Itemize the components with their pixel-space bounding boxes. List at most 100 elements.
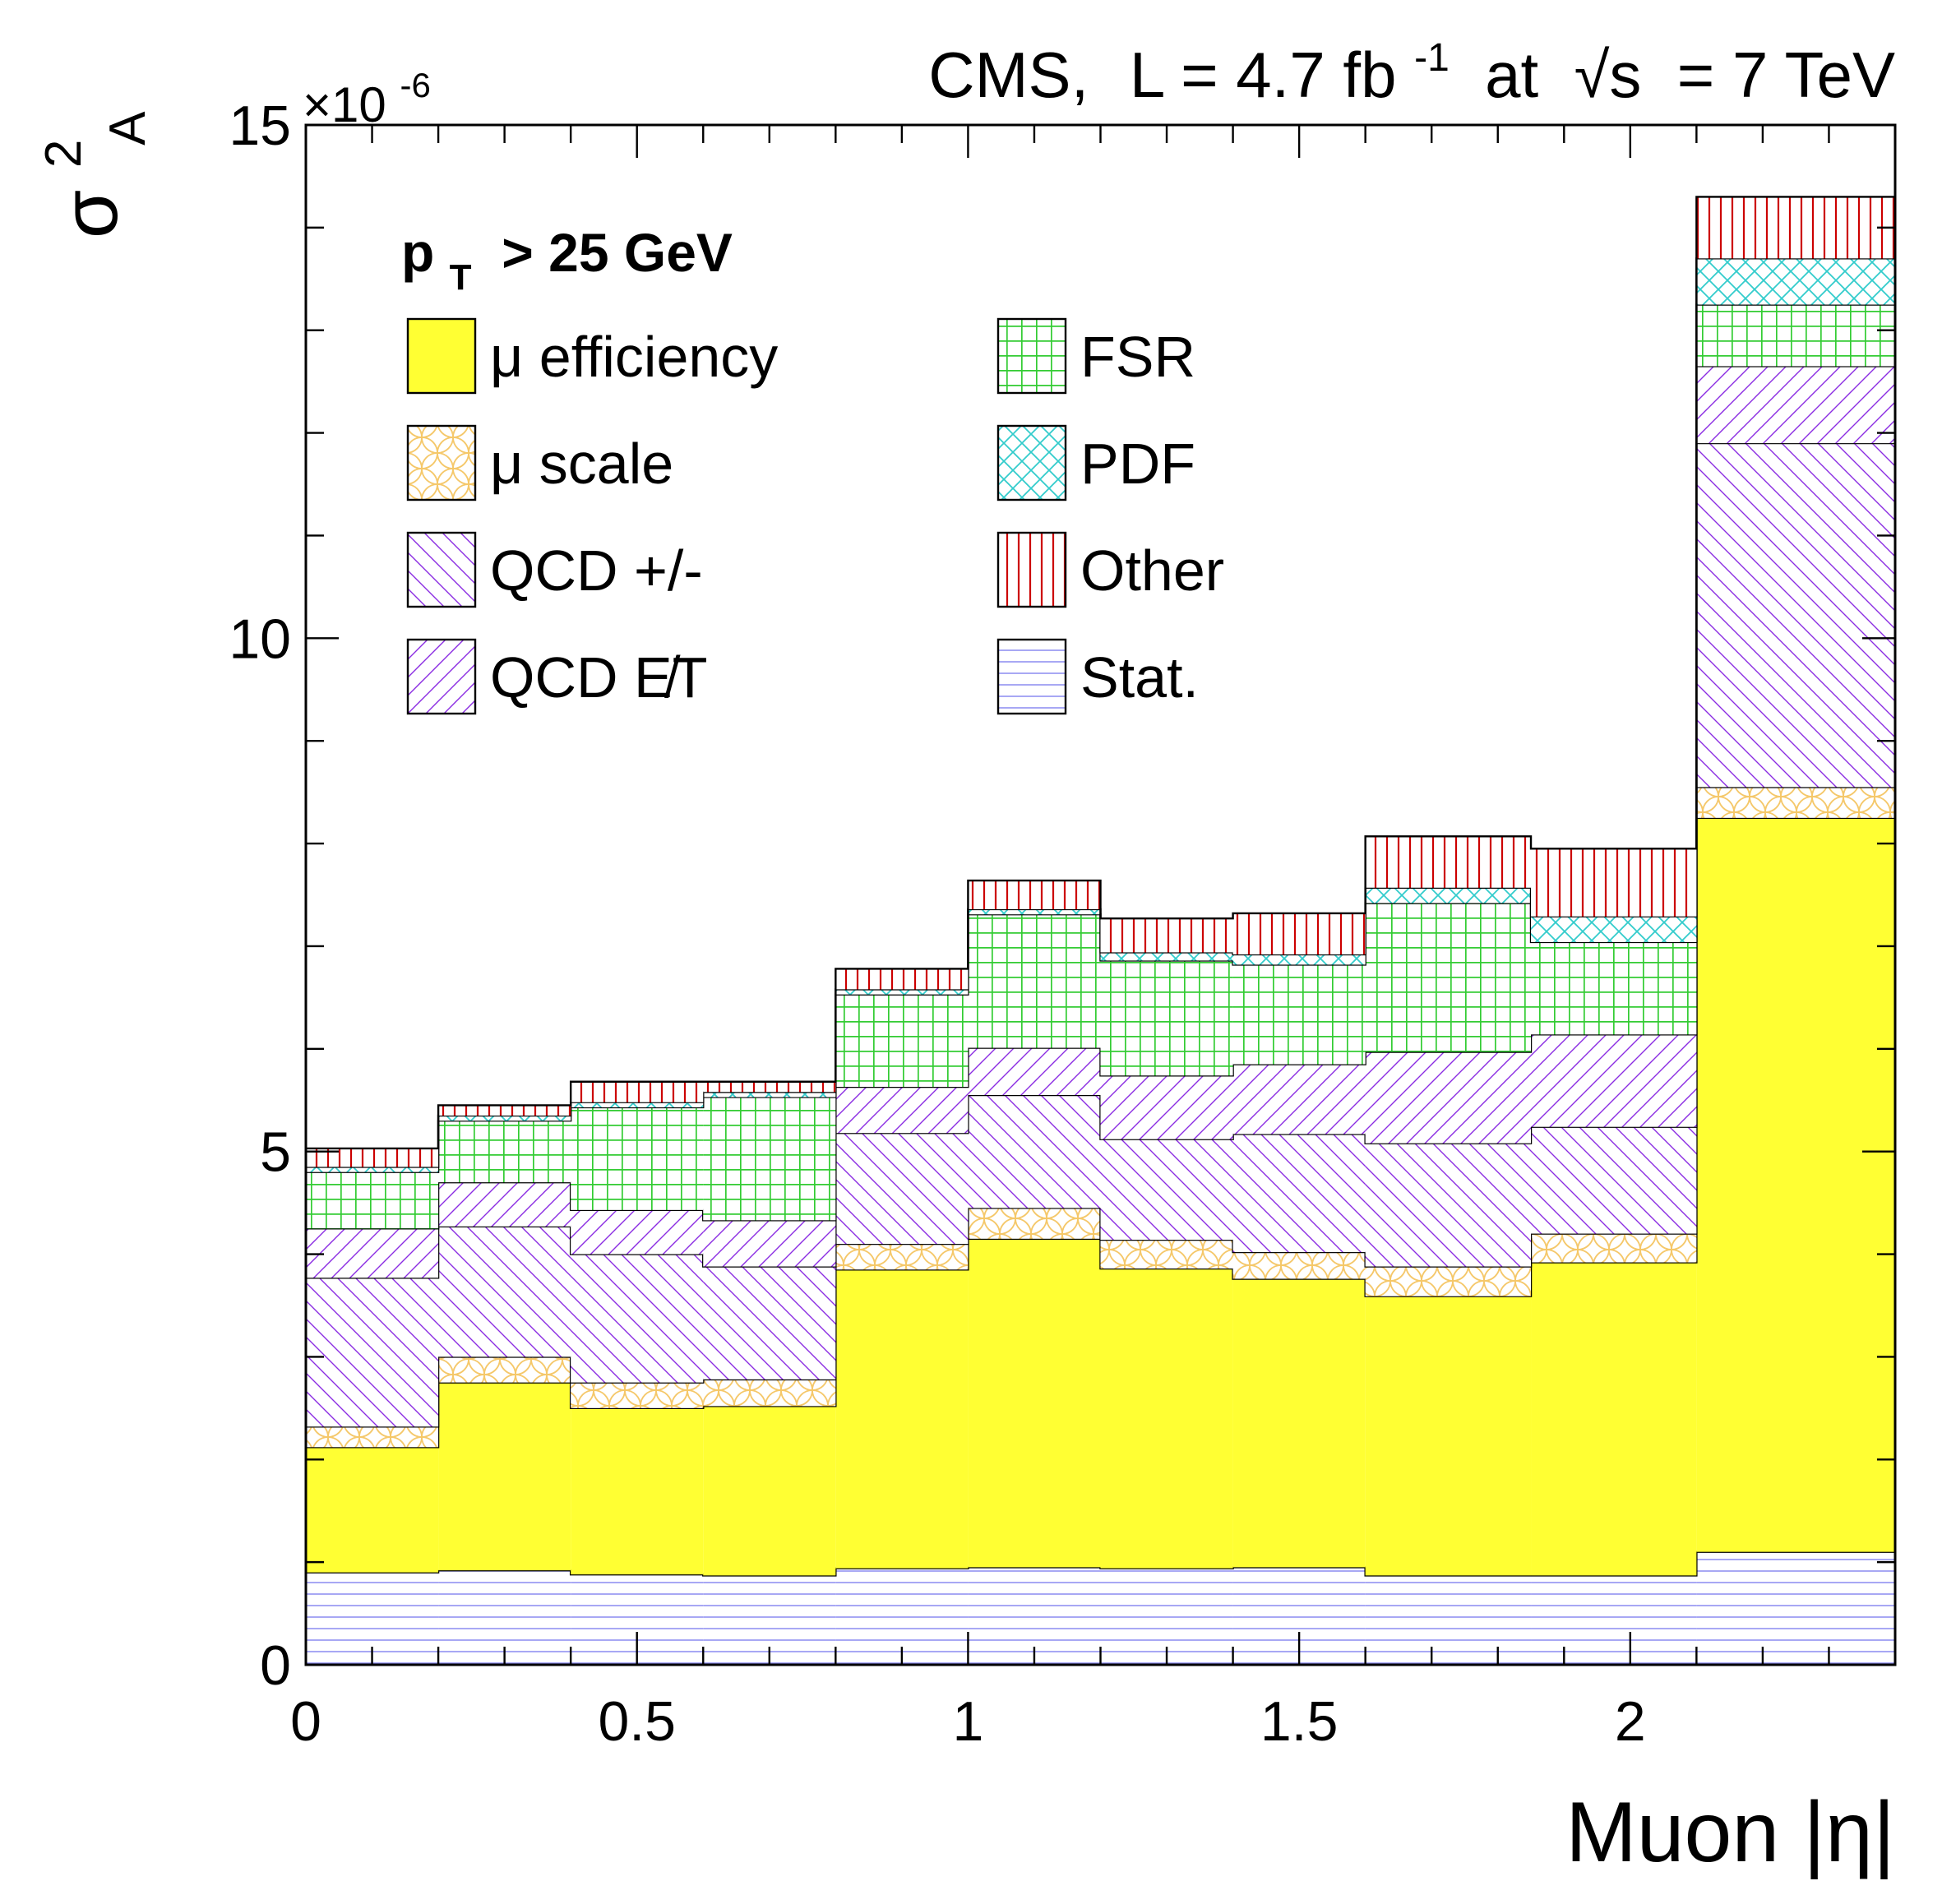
bar-fsr-bin-5 xyxy=(968,914,1101,1048)
bar-scale-bin-4 xyxy=(835,1244,969,1270)
legend-swatch-qcdmet xyxy=(406,638,477,715)
header-experiment: CMS, xyxy=(928,39,1089,111)
legend-entry-scale: μ scale xyxy=(406,424,673,501)
legend-swatch-fsr xyxy=(996,317,1067,395)
legend-label-pdf: PDF xyxy=(1080,432,1195,496)
series-pdf xyxy=(306,257,1895,1172)
x-tick-label: 0.5 xyxy=(598,1690,676,1753)
y-multiplier: ×10 -6 xyxy=(303,66,431,132)
bar-qcdmet-bin-5 xyxy=(968,1047,1101,1095)
y-tick-label: 5 xyxy=(260,1121,291,1184)
bar-scale-bin-9 xyxy=(1531,1233,1697,1263)
legend-swatch-other xyxy=(996,531,1067,608)
legend-swatch-qcdpm xyxy=(406,531,477,608)
legend-entry-eff: μ efficiency xyxy=(406,317,778,395)
legend-swatch-stat xyxy=(996,638,1067,715)
bar-pdf-bin-0 xyxy=(306,1167,439,1172)
bar-qcdmet-bin-4 xyxy=(835,1087,969,1134)
bar-pdf-bin-7 xyxy=(1232,954,1366,965)
bar-fsr-bin-2 xyxy=(571,1107,704,1210)
bar-eff-bin-10 xyxy=(1696,817,1895,1552)
bar-pdf-bin-6 xyxy=(1100,952,1233,961)
bar-eff-bin-5 xyxy=(968,1238,1101,1568)
legend-swatch-scale xyxy=(406,424,477,501)
bar-qcdpm-bin-9 xyxy=(1531,1126,1697,1234)
bar-qcdmet-bin-8 xyxy=(1365,1051,1532,1144)
bar-qcdmet-bin-9 xyxy=(1531,1034,1697,1127)
bar-fsr-bin-1 xyxy=(438,1121,571,1183)
bar-qcdmet-bin-0 xyxy=(306,1228,439,1278)
bar-pdf-bin-8 xyxy=(1365,887,1532,903)
legend-label-fsr: FSR xyxy=(1080,325,1195,389)
svg-text:σ 2 A: σ 2 A xyxy=(10,111,156,238)
bar-qcdpm-bin-2 xyxy=(571,1254,704,1383)
bar-scale-bin-10 xyxy=(1696,787,1895,818)
bar-qcdpm-bin-8 xyxy=(1365,1143,1532,1267)
bar-fsr-bin-0 xyxy=(306,1172,439,1229)
bar-eff-bin-7 xyxy=(1232,1278,1366,1568)
tick-labels: 0 5 10 15 0 0.5 1 1.5 2 xyxy=(229,95,1645,1753)
x-tick-label: 1 xyxy=(953,1690,984,1753)
bar-other-bin-9 xyxy=(1531,848,1697,917)
y-tick-label: 0 xyxy=(260,1634,291,1697)
legend-label-qcdpm: QCD +/- xyxy=(490,538,703,603)
bar-scale-bin-1 xyxy=(438,1356,571,1383)
series-qcdpm xyxy=(306,441,1895,1427)
series-other xyxy=(306,196,1895,1167)
legend-label-eff: μ efficiency xyxy=(490,325,778,389)
bar-eff-bin-3 xyxy=(703,1406,836,1576)
bar-qcdpm-bin-0 xyxy=(306,1278,439,1427)
legend-label-scale: μ scale xyxy=(490,432,673,496)
x-tick-label: 0 xyxy=(290,1690,321,1753)
bar-fsr-bin-6 xyxy=(1100,960,1233,1076)
header-energy: = 7 TeV xyxy=(1659,39,1895,111)
bar-fsr-bin-9 xyxy=(1531,941,1697,1035)
bar-fsr-bin-10 xyxy=(1696,304,1895,367)
y-axis-symbol: σ xyxy=(46,190,134,238)
bar-qcdmet-bin-6 xyxy=(1100,1075,1233,1139)
bar-scale-bin-5 xyxy=(968,1208,1101,1239)
legend-entry-qcdpm: QCD +/- xyxy=(406,531,703,608)
bar-other-bin-5 xyxy=(968,880,1101,909)
bar-qcdmet-bin-10 xyxy=(1696,366,1895,444)
legend-label-qcdmet: QCD E̸T xyxy=(490,645,707,709)
header-sqrt: √s xyxy=(1574,39,1642,111)
bar-scale-bin-2 xyxy=(571,1382,704,1408)
bar-eff-bin-2 xyxy=(571,1407,704,1575)
bar-eff-bin-1 xyxy=(438,1382,571,1571)
bar-qcdpm-bin-3 xyxy=(703,1266,836,1379)
legend-entry-other: Other xyxy=(996,531,1224,608)
chart-header: CMS, L = 4.7 fb -1 at √s = 7 TeV xyxy=(928,12,1895,111)
bar-other-bin-8 xyxy=(1365,836,1532,888)
y-axis-sub: A xyxy=(99,111,156,146)
bar-pdf-bin-2 xyxy=(571,1102,704,1107)
bar-qcdmet-bin-1 xyxy=(438,1182,571,1227)
bar-fsr-bin-4 xyxy=(835,994,969,1088)
y-axis-title: σ 2 A xyxy=(10,111,156,238)
x-tick-label: 2 xyxy=(1615,1690,1646,1753)
legend-label-other: Other xyxy=(1080,538,1224,603)
bar-other-bin-1 xyxy=(438,1105,571,1116)
bar-fsr-bin-8 xyxy=(1365,903,1532,1052)
bar-eff-bin-6 xyxy=(1100,1269,1233,1569)
histogram-bars xyxy=(306,196,1895,1665)
header-lumi: L = 4.7 fb xyxy=(1130,39,1397,111)
legend: p T > 25 GeV μ efficiency μ scale QCD +/- Q… xyxy=(401,222,1224,715)
bar-scale-bin-3 xyxy=(703,1379,836,1407)
y-tick-label: 15 xyxy=(229,95,291,157)
bar-other-bin-2 xyxy=(571,1081,704,1102)
bar-eff-bin-9 xyxy=(1531,1262,1697,1576)
axis-ticks xyxy=(304,123,1897,1666)
legend-label-stat: Stat. xyxy=(1080,645,1199,709)
bar-other-bin-3 xyxy=(703,1081,836,1093)
series-scale xyxy=(306,786,1895,1448)
bar-other-bin-6 xyxy=(1100,918,1233,953)
bar-pdf-bin-5 xyxy=(968,908,1101,915)
bar-scale-bin-8 xyxy=(1365,1266,1532,1296)
bar-qcdmet-bin-7 xyxy=(1232,1064,1366,1135)
bar-scale-bin-6 xyxy=(1100,1240,1233,1269)
bar-other-bin-10 xyxy=(1696,196,1895,259)
bar-qcdpm-bin-10 xyxy=(1696,443,1895,788)
legend-title: p T > 25 GeV xyxy=(401,222,733,301)
